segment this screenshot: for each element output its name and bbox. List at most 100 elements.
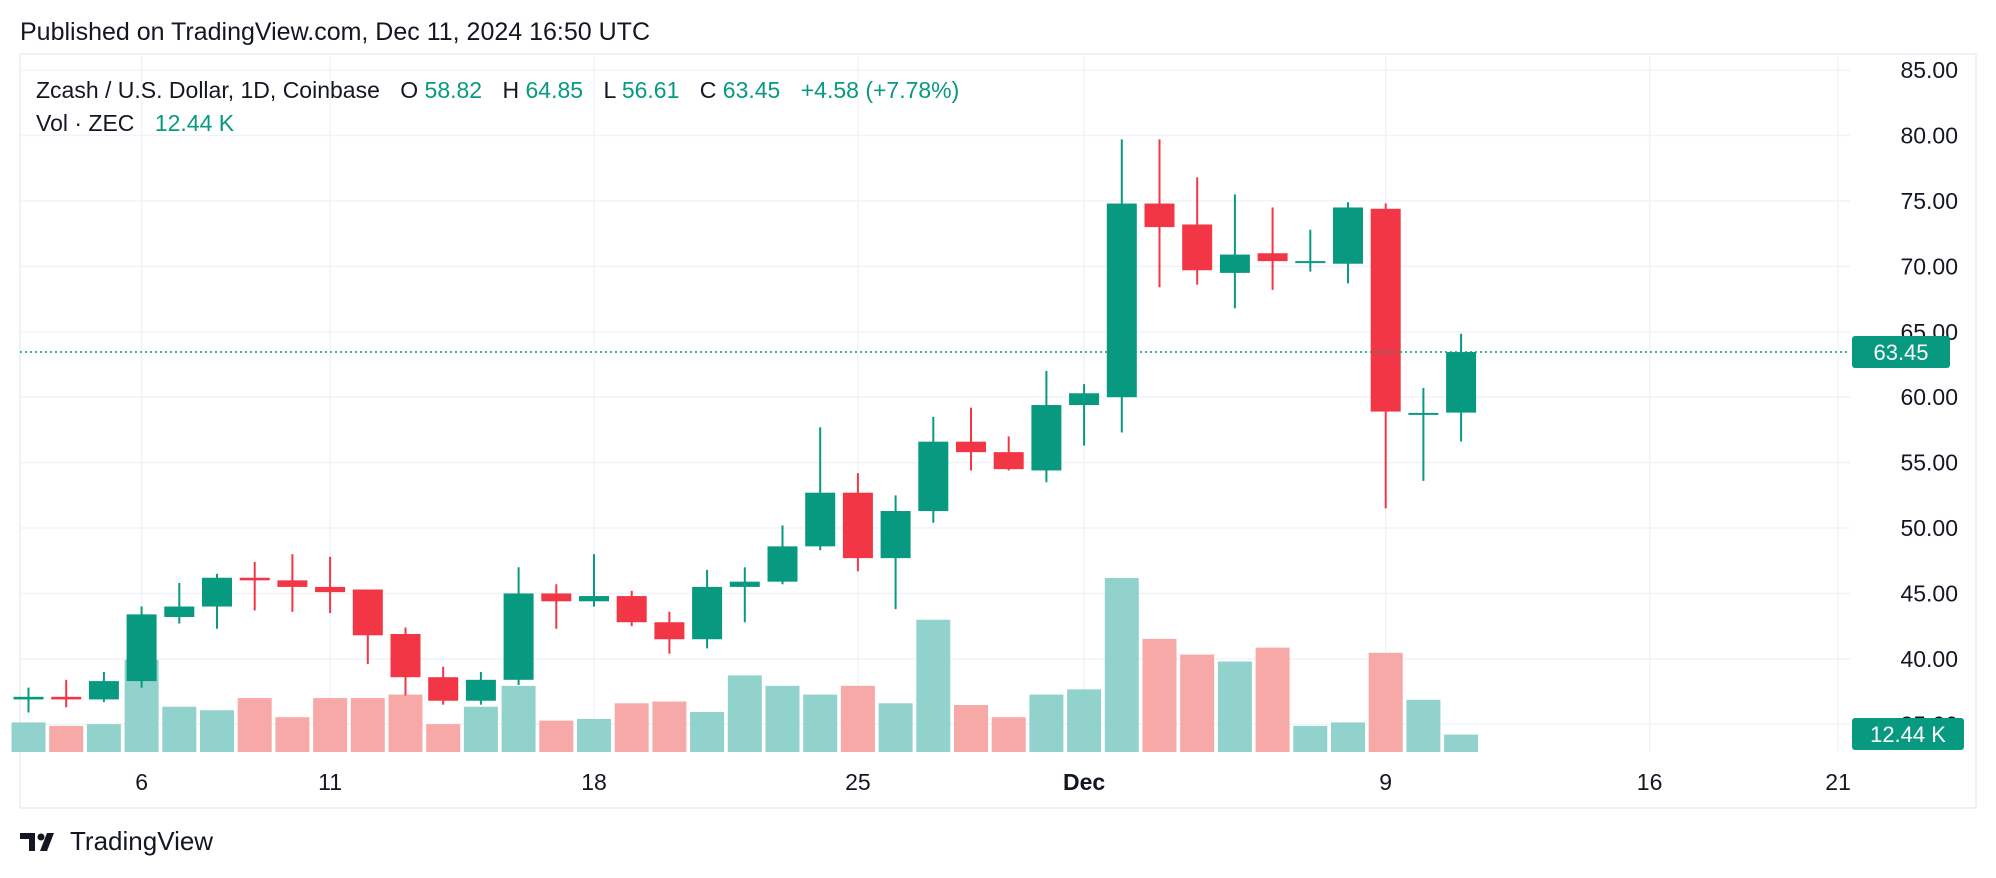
volume-bar [86,724,121,752]
candle [1182,177,1213,285]
tradingview-brand[interactable]: TradingView [20,826,213,857]
price-axis[interactable]: 35.0040.0045.0050.0055.0060.0065.0070.00… [1900,57,1958,737]
volume-bar [954,705,988,752]
candle-body [1106,203,1137,398]
candle [842,473,873,572]
volume-bar [275,717,310,752]
volume-bar [1180,654,1215,752]
volume-bar [1444,734,1479,752]
candle-body [729,581,760,587]
candle-body [993,452,1024,470]
time-tick-label: 18 [581,769,607,795]
candle-body [239,577,270,581]
time-tick-label: Dec [1063,769,1105,795]
candle [692,569,723,649]
candle [1069,384,1100,446]
volume-bar [614,703,649,752]
volume-bar [1406,699,1441,752]
legend-ohlc-row: Zcash / U.S. Dollar, 1D, Coinbase O 58.8… [36,77,959,103]
volume-bar [388,694,423,752]
candle [126,606,157,688]
candle-body [1370,208,1401,412]
plot-frame [19,53,1977,809]
volume-bar [991,717,1026,752]
price-tick-label: 70.00 [1900,253,1958,279]
price-tick-label: 80.00 [1900,123,1958,149]
time-tick-label: 9 [1379,769,1392,795]
candlesticks [13,139,1477,713]
candle [164,582,195,624]
candle [1408,388,1439,481]
volume-bar [840,685,875,752]
volume-bar [350,698,385,752]
price-tick-label: 85.00 [1900,57,1958,83]
legend-low-value: 56.61 [622,77,680,103]
candle [13,687,44,713]
price-tick-label: 75.00 [1900,188,1958,214]
candle [541,584,572,629]
volume-bar [577,718,611,752]
candle [1257,207,1288,290]
price-tick-label: 40.00 [1900,646,1958,672]
candle-body [767,546,798,582]
tradingview-brand-name: TradingView [70,826,214,856]
candle [239,562,270,611]
candle-body [1257,253,1288,262]
candle [352,589,383,665]
volume-bar [690,711,725,752]
price-tick-label: 50.00 [1900,515,1958,541]
candle [1219,194,1250,309]
time-tick-label: 11 [318,769,342,795]
candle-body [503,593,534,680]
volume-bar [539,720,574,752]
legend-close-label: C [700,77,717,103]
last-price-value: 63.45 [1873,340,1928,365]
last-volume-value: 12.44 K [1870,722,1946,747]
candle-body [164,606,195,617]
candle [1370,203,1401,509]
candle [805,427,836,551]
candle-body [1408,412,1439,415]
time-tick-label: 25 [845,769,871,795]
published-caption: Published on TradingView.com, Dec 11, 20… [20,18,651,46]
candle [616,590,647,627]
legend-close-value: 63.45 [723,77,781,103]
volume-bar [11,722,46,752]
candle-body [1144,203,1175,228]
candle [88,671,119,703]
candle-body [1031,405,1062,471]
candle [202,573,232,629]
volume-bar [652,701,687,752]
candle-body [654,622,685,640]
candle-body [541,593,572,602]
candle [428,666,459,705]
candle [1031,371,1062,483]
volume-bar [916,619,951,752]
volume-bar [1368,652,1403,752]
candle-body [315,586,346,593]
candle-body [88,681,119,700]
candle [277,554,308,612]
candle [503,567,534,686]
candle [1295,229,1326,272]
volume-bar [765,685,800,752]
candle-body [465,679,496,701]
candle-body [842,492,873,559]
last-price-label: 63.45 [1852,336,1950,369]
volume-bar [501,685,536,752]
time-axis[interactable]: 6 11 18 25 Dec 9 16 21 [135,769,1851,795]
tradingview-logo-icon [20,832,54,851]
time-tick-label: 21 [1825,769,1851,795]
candle-body [1182,224,1213,271]
volume-bar [803,694,838,752]
candle-body [880,511,911,559]
candle [1106,139,1137,433]
candle-body [51,696,82,700]
candle-body [805,492,836,547]
candle-body [1333,207,1363,264]
legend-symbol: Zcash / U.S. Dollar, 1D, Coinbase [36,77,380,103]
candle-body [1069,393,1100,406]
volume-bar [426,724,461,752]
candle-body [579,596,609,602]
